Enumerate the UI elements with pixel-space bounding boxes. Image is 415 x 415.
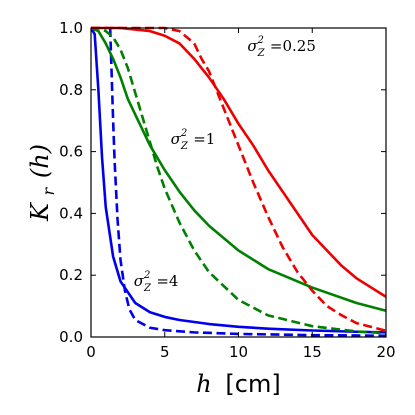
annotation-label: σZ 2 =0.25: [247, 35, 316, 59]
x-axis-label-var: h: [196, 370, 211, 398]
annotation-sup: 2: [143, 270, 150, 281]
y-tick-label: 1.0: [59, 19, 83, 37]
series-blue-dashed: [108, 27, 386, 338]
x-tick-label: 0: [86, 343, 96, 361]
x-tick-label: 15: [303, 343, 322, 361]
annotation-sub: Z: [180, 141, 189, 152]
y-tick-label: 0.0: [59, 328, 83, 346]
annotation-label: σZ 2 =1: [171, 128, 216, 152]
x-tick-label: 5: [160, 343, 170, 361]
plot-frame: [90, 27, 387, 338]
series-red-dashed: [91, 26, 386, 333]
annotation-sigma: σ: [247, 37, 258, 55]
annotation-sigma: σ: [134, 272, 145, 290]
y-tick-label: 0.2: [59, 266, 83, 284]
annotation-value: =1: [193, 130, 215, 148]
x-axis-label: h [cm]: [196, 370, 280, 398]
annotation-sup: 2: [180, 128, 187, 139]
y-tick-label: 0.4: [59, 204, 83, 222]
annotation-sub: Z: [143, 283, 152, 294]
x-tick-label: 10: [229, 343, 248, 361]
series-blue-solid: [91, 27, 386, 334]
y-axis-label-arg: (h): [26, 144, 54, 178]
y-axis-label-var: K: [26, 201, 54, 222]
y-axis-label: K r (h): [26, 144, 60, 222]
axis-ticks: 0 5 10 15 20 0.0 0.2 0.4 0.6 0.8 1.0: [59, 19, 395, 361]
annotation-label: σZ 2 =4: [134, 270, 179, 294]
annotation-sup: 2: [257, 35, 264, 46]
annotation-sub: Z: [257, 48, 266, 59]
annotation-value: =4: [156, 272, 178, 290]
y-tick-label: 0.6: [59, 143, 83, 161]
y-tick-label: 0.8: [59, 81, 83, 99]
x-tick-label: 20: [376, 343, 395, 361]
annotation-sigma: σ: [171, 130, 182, 148]
x-axis-label-unit: [cm]: [225, 370, 280, 398]
series-green-solid: [91, 26, 386, 312]
series-green-dashed: [91, 26, 386, 335]
series-red-solid: [91, 26, 386, 298]
y-axis-label-sub: r: [39, 186, 58, 195]
curves: [91, 26, 386, 338]
annotation-value: =0.25: [270, 37, 316, 55]
